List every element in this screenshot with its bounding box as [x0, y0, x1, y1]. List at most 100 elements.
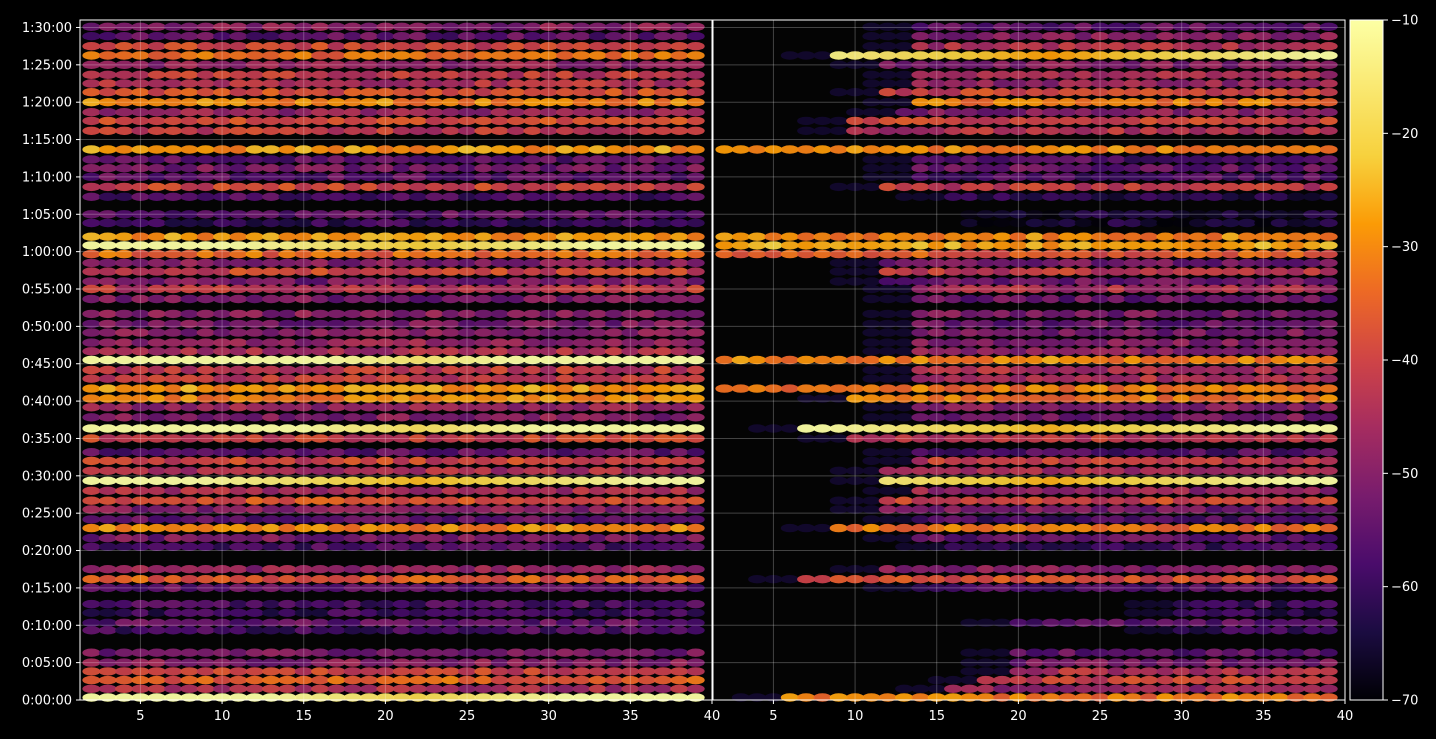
heat-cell [556, 394, 574, 403]
heat-cell [327, 394, 346, 403]
heat-cell [1172, 626, 1191, 635]
heat-cell [637, 32, 656, 41]
heat-cell [82, 608, 101, 617]
heat-cell [425, 448, 444, 457]
heat-cell [343, 365, 362, 375]
heat-cell [797, 241, 816, 250]
heat-cell [1156, 626, 1175, 635]
heat-cell [944, 575, 963, 584]
heat-cell [245, 355, 264, 365]
heat-cell [180, 374, 199, 383]
heat-cell [605, 116, 623, 126]
heat-cell [797, 51, 816, 60]
heat-cell [960, 648, 979, 657]
heat-cell [1025, 218, 1044, 228]
heat-cell [895, 394, 914, 403]
heat-cell [878, 60, 897, 69]
heat-cell [1074, 277, 1093, 286]
heat-cell [523, 565, 542, 574]
heat-cell [1074, 42, 1093, 51]
heat-cell [637, 309, 656, 319]
heat-cell [556, 172, 574, 182]
heat-cell [343, 347, 362, 356]
heat-cell [360, 258, 379, 268]
heat-cell [911, 249, 930, 259]
heat-cell [654, 365, 672, 375]
heat-cell [1091, 249, 1109, 259]
heat-cell [474, 384, 493, 393]
heat-cell [278, 515, 297, 524]
heat-cell [1319, 374, 1338, 383]
heat-cell [147, 249, 166, 259]
heat-cell [1205, 599, 1224, 609]
heat-cell [927, 384, 946, 393]
heat-cell [392, 384, 411, 393]
heat-cell [147, 476, 166, 485]
heat-cell [1107, 648, 1126, 657]
heat-cell [1221, 476, 1240, 485]
heat-cell [1172, 172, 1191, 182]
heat-cell [1156, 648, 1175, 657]
heat-cell [1058, 164, 1077, 173]
heat-cell [441, 542, 460, 551]
heat-cell [993, 88, 1012, 97]
heat-cell [1156, 126, 1175, 135]
heat-cell [1025, 60, 1044, 69]
heat-cell [944, 79, 963, 88]
heat-cell [392, 675, 411, 685]
heat-cell [131, 515, 150, 524]
heat-cell [797, 434, 816, 443]
heat-cell [164, 42, 183, 51]
heat-cell [960, 192, 979, 201]
heat-cell [1270, 505, 1289, 514]
heat-cell [1058, 267, 1077, 276]
heat-cell [1025, 575, 1044, 584]
heat-cell [1270, 608, 1289, 617]
x-tick-label: 30 [1173, 709, 1190, 724]
heat-cell [294, 172, 313, 182]
heat-cell [131, 145, 150, 154]
heat-cell [441, 51, 460, 60]
heat-cell [327, 249, 346, 259]
heat-cell [878, 182, 897, 192]
heat-cell [1205, 284, 1224, 294]
heat-cell [115, 403, 134, 412]
heat-cell [213, 328, 232, 337]
heat-cell [1009, 51, 1028, 60]
heat-cell [878, 145, 897, 154]
heat-cell [278, 667, 297, 676]
heat-cell [490, 338, 509, 347]
heat-cell [976, 126, 995, 135]
heat-cell [376, 496, 395, 505]
heat-cell [327, 116, 346, 126]
heat-cell [115, 328, 134, 337]
heat-cell [474, 355, 493, 365]
heat-cell [1025, 284, 1044, 294]
heat-cell [621, 456, 640, 466]
heat-cell [441, 658, 460, 667]
heat-cell [147, 684, 166, 693]
heat-cell [976, 515, 995, 524]
heat-cell [862, 476, 881, 485]
heat-cell [278, 347, 297, 356]
heat-cell [976, 145, 995, 154]
heat-cell [572, 60, 591, 69]
heat-cell [213, 599, 232, 609]
heat-cell [715, 355, 734, 365]
heat-cell [1238, 684, 1256, 693]
heat-cell [686, 608, 705, 617]
heat-cell [327, 258, 346, 268]
heat-cell [474, 456, 493, 466]
heat-cell [311, 88, 330, 97]
heat-cell [960, 155, 979, 164]
heat-cell [131, 486, 150, 495]
heat-cell [556, 515, 574, 524]
heat-cell [1042, 583, 1060, 593]
heat-cell [829, 575, 848, 584]
heat-cell [1319, 448, 1338, 457]
heat-cell [458, 145, 476, 154]
heat-cell [82, 79, 101, 88]
heat-cell [1140, 575, 1158, 584]
heat-cell [441, 456, 460, 466]
